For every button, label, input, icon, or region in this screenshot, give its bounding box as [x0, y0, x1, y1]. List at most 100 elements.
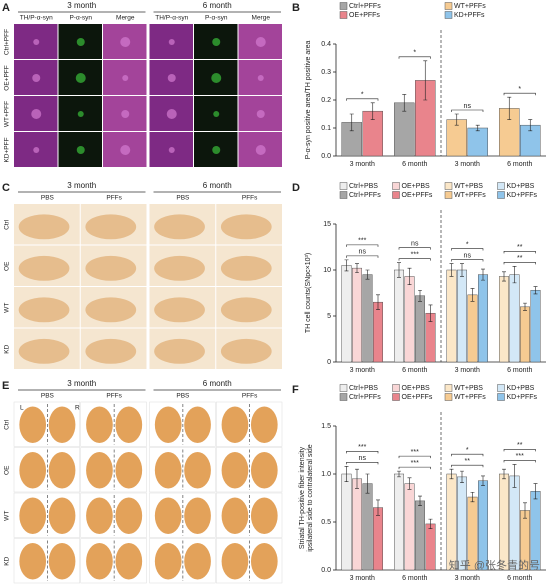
significance-label: * [518, 86, 521, 93]
bar [467, 127, 488, 157]
y-tick-label: 15 [323, 221, 331, 228]
row-label: KD [4, 344, 11, 353]
significance-label: *** [358, 238, 366, 245]
significance-label: *** [358, 444, 366, 451]
micrograph-detail [154, 214, 205, 240]
legend-label: WT+PFFs [454, 192, 486, 199]
bar [509, 475, 520, 571]
panel-label: D [292, 182, 300, 194]
row-label: Ctrl [4, 419, 11, 430]
column-label: P-α-syn [69, 15, 92, 22]
error-bar [481, 475, 485, 486]
brain-slice [221, 452, 249, 489]
significance-bracket [398, 247, 431, 250]
significance-bracket [451, 464, 484, 468]
error-bar [407, 477, 412, 490]
bar [415, 500, 425, 571]
error-bar [370, 102, 375, 120]
micrograph-detail [256, 110, 265, 118]
micrograph-detail [168, 39, 175, 45]
significance-label: * [466, 241, 469, 248]
bar [373, 301, 383, 363]
error-bar [428, 304, 433, 322]
y-tick-label: 0.0 [321, 567, 331, 574]
y-tick-label: 5 [327, 313, 331, 320]
brain-slice [184, 543, 211, 580]
legend-label: Ctrl+PFFs [349, 3, 381, 10]
legend-label: OE+PFFs [402, 192, 433, 199]
y-axis-label: Striatal TH-positive fiber intensity [299, 446, 306, 549]
significance-bracket [503, 251, 536, 254]
column-label: PBS [41, 195, 55, 202]
brain-slice [19, 497, 47, 534]
brain-slice [86, 497, 113, 534]
bar [341, 473, 352, 571]
brain-slice [154, 406, 182, 443]
row-label: OE [4, 261, 11, 271]
micrograph-detail [220, 338, 272, 364]
column-label: TH/P-α-syn [20, 15, 53, 22]
bar [478, 480, 488, 571]
side-label: L [20, 405, 24, 412]
bar [404, 276, 415, 363]
legend-swatch [444, 2, 453, 10]
significance-label: ** [517, 442, 523, 449]
error-bar [449, 468, 454, 480]
month-label: 3 month [67, 379, 96, 388]
legend-label: OE+PBS [402, 183, 431, 190]
significance-bracket [503, 262, 536, 265]
significance-label: ns [359, 249, 367, 256]
significance-label: *** [411, 449, 419, 456]
legend-label: WT+PFFs [454, 394, 486, 401]
significance-bracket [346, 255, 379, 258]
micrograph-detail [76, 146, 85, 154]
micrograph-detail [18, 297, 70, 323]
panel-label: C [2, 182, 10, 194]
x-tick-label: 6 month [402, 161, 427, 168]
month-label: 3 month [67, 181, 96, 190]
error-bar [470, 491, 475, 503]
bar [394, 473, 404, 571]
panel-label: B [292, 2, 300, 14]
row-label: WT [4, 511, 11, 521]
month-label: 6 month [203, 181, 232, 190]
y-tick-label: 0.0 [321, 153, 331, 160]
error-bar [397, 470, 401, 478]
watermark: 知乎 @张冬青的号 [449, 558, 540, 572]
brain-slice [250, 543, 278, 580]
significance-bracket [398, 258, 431, 261]
x-tick-label: 3 month [455, 575, 480, 582]
brain-slice [154, 452, 182, 489]
error-bar [460, 470, 464, 483]
legend-swatch [339, 182, 348, 190]
brain-slice [86, 543, 113, 580]
legend-swatch [444, 182, 453, 190]
brain-slice [184, 452, 211, 489]
micrograph-detail [18, 214, 70, 240]
bar [530, 491, 541, 571]
month-label: 6 month [203, 379, 232, 388]
panel-label: E [2, 380, 9, 392]
micrograph-detail [154, 297, 205, 323]
x-tick-label: 3 month [350, 367, 375, 374]
legend-swatch [392, 182, 400, 190]
significance-label: ** [465, 458, 471, 465]
significance-bracket [346, 462, 379, 465]
bar [478, 274, 488, 363]
legend-label: KD+PBS [507, 385, 535, 392]
bar [520, 306, 530, 363]
brain-slice [115, 452, 143, 489]
micrograph-detail [255, 37, 266, 47]
bar [446, 269, 457, 363]
micrograph-detail [212, 38, 221, 46]
bar [352, 478, 362, 571]
brain-slice [250, 497, 278, 534]
legend-swatch [497, 384, 505, 392]
brain-slice [250, 406, 278, 443]
significance-label: * [466, 447, 469, 454]
error-bar [502, 271, 506, 282]
error-bar [460, 263, 464, 277]
bar [457, 269, 467, 363]
brain-slice [184, 406, 211, 443]
legend-label: Ctrl+PBS [349, 385, 378, 392]
